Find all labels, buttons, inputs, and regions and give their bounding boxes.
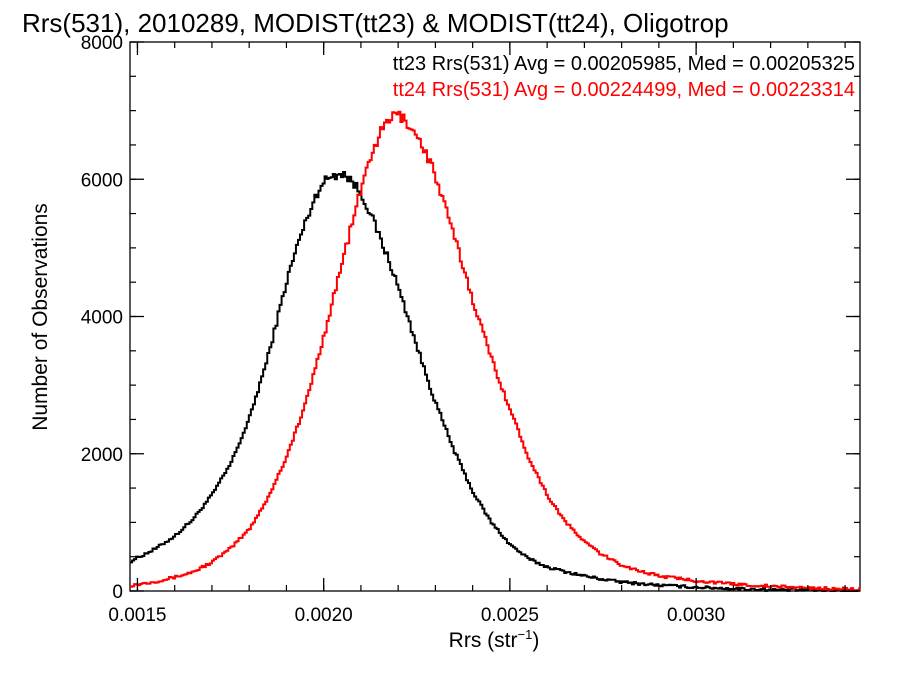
x-axis-label: Rrs (str−1) (449, 627, 540, 652)
plot-frame (129, 41, 861, 592)
series-line-tt24 (130, 110, 861, 592)
y-tick-label: 2000 (81, 445, 123, 466)
plot-area (129, 41, 861, 592)
x-axis-label-exponent: −1 (518, 627, 533, 642)
y-tick-label: 0 (112, 582, 123, 603)
legend-entry-tt24: tt24 Rrs(531) Avg = 0.00224499, Med = 0.… (393, 79, 855, 101)
x-tick-label: 0.0030 (667, 605, 725, 626)
x-axis-label-end: ) (532, 629, 539, 652)
x-tick-label: 0.0015 (108, 605, 166, 626)
chart-title: Rrs(531), 2010289, MODIST(tt23) & MODIST… (22, 8, 729, 38)
x-tick-label: 0.0025 (481, 605, 539, 626)
y-tick-label: 8000 (81, 33, 123, 54)
axes: 0.0015 0.0020 0.0025 0.0030 0 2000 4000 6000 800… (81, 33, 860, 626)
legend-entry-tt23: tt23 Rrs(531) Avg = 0.00205985, Med = 0.… (393, 53, 855, 75)
series-group (130, 110, 861, 592)
y-tick-label: 6000 (81, 170, 123, 191)
y-axis-label: Number of Observations (29, 203, 52, 431)
series-line-tt23 (130, 171, 861, 592)
y-tick-label: 4000 (81, 308, 123, 329)
x-axis-label-main: Rrs (str (449, 629, 518, 652)
x-tick-label: 0.0020 (295, 605, 353, 626)
